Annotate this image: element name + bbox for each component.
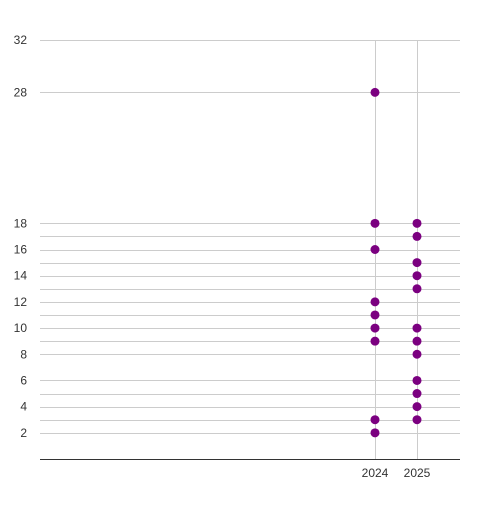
x-tick-label: 2025	[404, 466, 431, 480]
data-point	[370, 297, 380, 307]
y-tick-label: 28	[14, 85, 28, 99]
y-tick-label: 10	[14, 321, 28, 335]
y-tick-label: 2	[20, 426, 27, 440]
x-axis-tick-labels: 2024 2025	[362, 466, 431, 480]
data-point	[412, 402, 422, 412]
x-tick-label: 2024	[362, 466, 389, 480]
data-point	[412, 218, 422, 228]
y-tick-label: 16	[14, 243, 28, 257]
data-point	[412, 258, 422, 268]
y-tick-label: 4	[20, 400, 27, 414]
y-tick-label: 14	[14, 269, 28, 283]
data-points	[370, 87, 422, 438]
y-tick-label: 18	[14, 216, 28, 230]
data-point	[370, 310, 380, 320]
data-point	[412, 231, 422, 241]
data-point	[412, 389, 422, 399]
data-point	[370, 336, 380, 346]
y-tick-label: 6	[20, 373, 27, 387]
data-point	[370, 245, 380, 254]
data-point	[412, 349, 422, 359]
data-point	[412, 284, 422, 294]
gridlines	[40, 40, 460, 459]
y-tick-label: 32	[14, 33, 28, 47]
data-point	[412, 336, 422, 346]
y-tick-label: 8	[20, 347, 27, 361]
data-point	[412, 271, 422, 281]
data-point	[412, 415, 422, 425]
data-point	[370, 218, 380, 228]
y-tick-label: 12	[14, 295, 28, 309]
y-axis-tick-labels: 2 4 6 8 10 12 14 16 18 28 32	[14, 33, 28, 440]
data-point	[370, 87, 380, 97]
data-point	[370, 323, 380, 333]
data-point	[412, 375, 422, 385]
data-point	[370, 428, 380, 438]
data-point	[370, 415, 380, 425]
data-point	[412, 323, 422, 333]
